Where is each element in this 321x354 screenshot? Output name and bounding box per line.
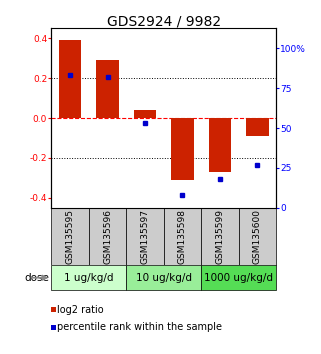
Bar (171, 118, 194, 180)
Text: 1000 ug/kg/d: 1000 ug/kg/d (204, 273, 273, 283)
Text: GSM135598: GSM135598 (178, 209, 187, 264)
Text: 1 ug/kg/d: 1 ug/kg/d (64, 273, 114, 283)
Bar (164, 208, 201, 265)
Bar (201, 265, 276, 290)
Bar (209, 118, 231, 172)
Bar (89, 208, 126, 265)
Bar (246, 118, 269, 136)
Text: 10 ug/kg/d: 10 ug/kg/d (136, 273, 192, 283)
Bar (126, 208, 164, 265)
Text: GSM135597: GSM135597 (141, 209, 150, 264)
Title: GDS2924 / 9982: GDS2924 / 9982 (107, 14, 221, 28)
Text: dose: dose (25, 273, 49, 283)
Bar (126, 265, 201, 290)
Bar (201, 208, 239, 265)
Bar (96, 60, 119, 118)
Text: GSM135600: GSM135600 (253, 209, 262, 264)
Bar (51, 265, 126, 290)
Bar (59, 40, 81, 118)
Text: GSM135596: GSM135596 (103, 209, 112, 264)
Bar (239, 208, 276, 265)
Text: percentile rank within the sample: percentile rank within the sample (57, 322, 222, 332)
Text: GSM135595: GSM135595 (65, 209, 74, 264)
Bar (51, 208, 89, 265)
Bar (134, 110, 156, 118)
Text: GSM135599: GSM135599 (215, 209, 224, 264)
Text: log2 ratio: log2 ratio (57, 305, 104, 315)
